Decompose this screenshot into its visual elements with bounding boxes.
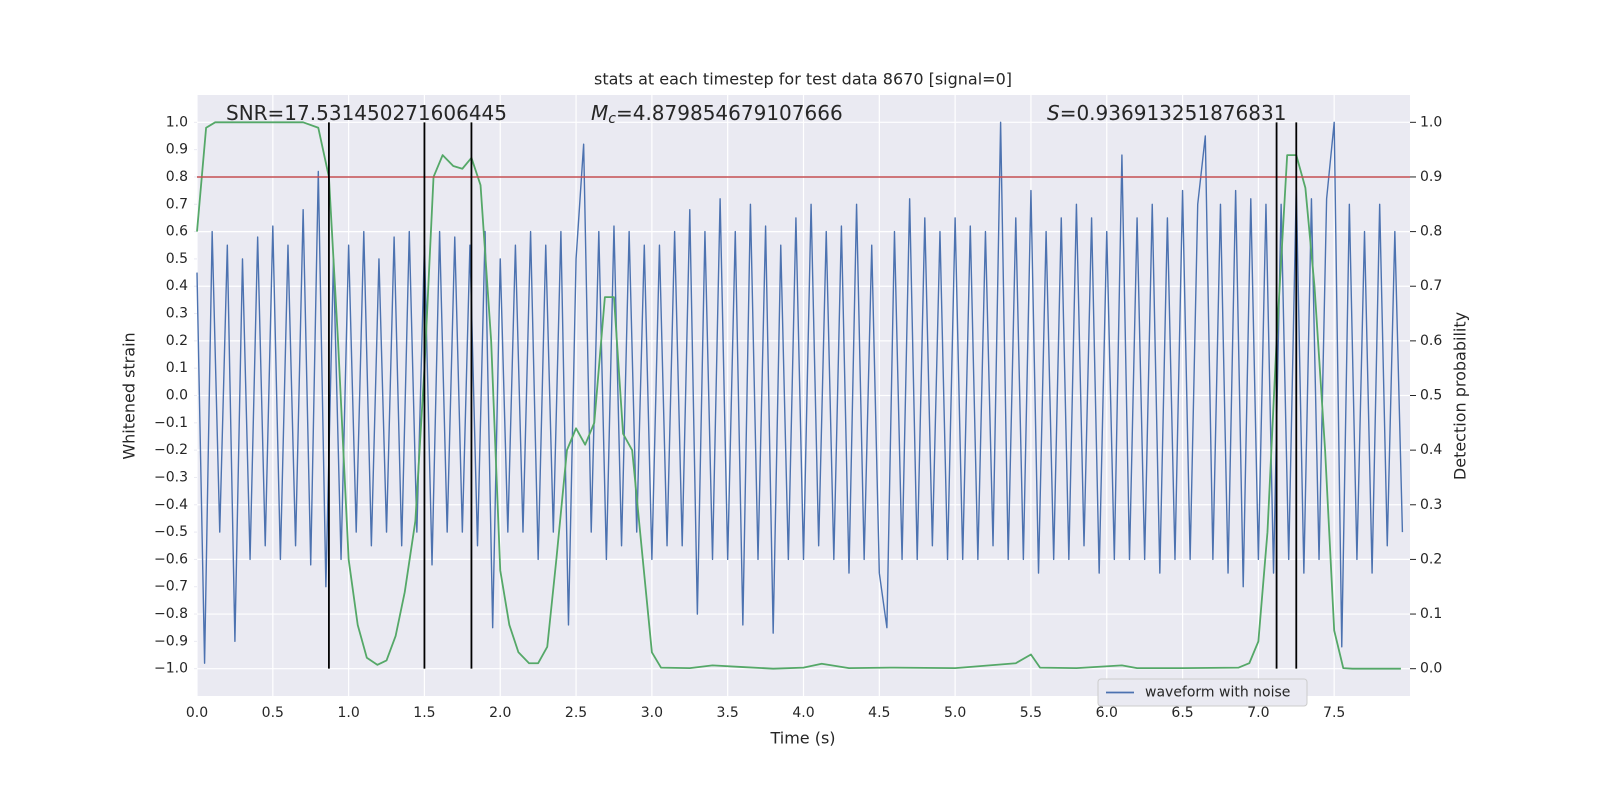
legend-box <box>1097 678 1308 707</box>
x-axis-label: Time (s) <box>769 729 835 748</box>
x-tick-label: 1.5 <box>413 705 435 721</box>
y2-tick-label: 0.2 <box>1420 551 1442 567</box>
x-tick-label: 1.0 <box>337 705 359 721</box>
y2-axis-label: Detection probability <box>1451 312 1470 480</box>
annotation: SNR=17.531450271606445 <box>226 101 507 125</box>
y-tick-label: 0.2 <box>166 333 188 349</box>
x-tick-label: 5.0 <box>944 705 966 721</box>
annotation: S=0.936913251876831 <box>1047 101 1286 125</box>
y-tick-label: −0.7 <box>154 579 188 595</box>
y2-tick-label: 0.1 <box>1420 606 1442 622</box>
y2-tick-label: 1.0 <box>1420 114 1442 130</box>
x-tick-label: 4.0 <box>792 705 814 721</box>
y-tick-label: −0.3 <box>154 469 188 485</box>
y-tick-label: 1.0 <box>166 114 188 130</box>
x-tick-label: 2.5 <box>565 705 587 721</box>
y-tick-label: −0.2 <box>154 442 188 458</box>
x-tick-label: 5.5 <box>1020 705 1042 721</box>
y2-tick-label: 0.8 <box>1420 224 1442 240</box>
annotation: Mc=4.879854679107666 <box>591 101 843 128</box>
y-tick-label: 0.4 <box>166 278 188 294</box>
y-tick-label: 0.5 <box>166 251 188 267</box>
y-tick-label: 0.3 <box>166 306 188 322</box>
y-tick-label: 0.8 <box>166 169 188 185</box>
series-line <box>196 121 1401 670</box>
y-tick-label: 0.7 <box>166 196 188 212</box>
legend-label: waveform with noise <box>1145 685 1290 701</box>
chart-title: stats at each timestep for test data 867… <box>594 70 1012 89</box>
y-axis-label: Whitened strain <box>120 332 139 459</box>
y2-tick-label: 0.7 <box>1420 278 1442 294</box>
y-tick-label: 0.9 <box>166 142 188 158</box>
annotation-part: SNR=17.531450271606445 <box>226 101 507 125</box>
x-tick-label: 4.5 <box>868 705 890 721</box>
y2-tick-label: 0.5 <box>1420 388 1442 404</box>
y2-tick-label: 0.0 <box>1420 661 1442 677</box>
y-tick-label: 0.1 <box>166 360 188 376</box>
annotation-part: =4.879854679107666 <box>616 101 843 125</box>
y-tick-label: −0.9 <box>154 633 188 649</box>
y2-tick-label: 0.6 <box>1420 333 1442 349</box>
series-line <box>196 121 1404 664</box>
annotation-part: c <box>608 111 616 127</box>
y-tick-label: −0.1 <box>154 415 188 431</box>
y-tick-label: 0.0 <box>166 388 188 404</box>
y2-tick-label: 0.3 <box>1420 497 1442 513</box>
x-tick-label: 0.5 <box>262 705 284 721</box>
y-tick-label: −0.6 <box>154 551 188 567</box>
y-tick-label: −1.0 <box>154 661 188 677</box>
x-tick-label: 7.5 <box>1323 705 1345 721</box>
y-tick-label: −0.5 <box>154 524 188 540</box>
x-tick-label: 7.0 <box>1247 705 1269 721</box>
x-tick-label: 3.5 <box>717 705 739 721</box>
y2-tick-label: 0.9 <box>1420 169 1442 185</box>
y-tick-label: 0.6 <box>166 224 188 240</box>
annotation-part: M <box>591 101 608 125</box>
y2-tick-label: 0.4 <box>1420 442 1442 458</box>
x-tick-label: 0.0 <box>186 705 208 721</box>
x-tick-label: 2.0 <box>489 705 511 721</box>
y-tick-label: −0.4 <box>154 497 188 513</box>
x-tick-label: 6.0 <box>1096 705 1118 721</box>
y-tick-label: −0.8 <box>154 606 188 622</box>
x-tick-label: 3.0 <box>641 705 663 721</box>
annotation-part: S <box>1047 101 1060 125</box>
annotation-part: =0.936913251876831 <box>1060 101 1287 125</box>
x-tick-label: 6.5 <box>1171 705 1193 721</box>
